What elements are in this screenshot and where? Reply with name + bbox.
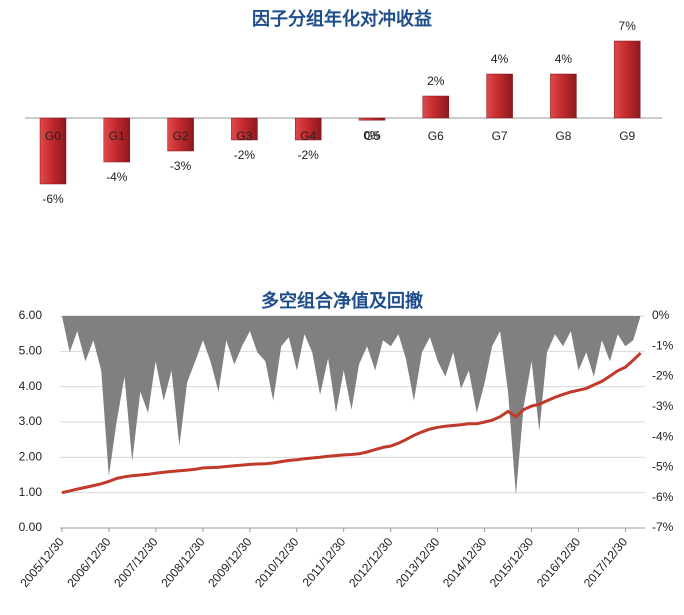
category-label: G7 bbox=[492, 129, 508, 143]
category-label: G2 bbox=[173, 129, 189, 143]
x-tick-label: 2012/12/30 bbox=[346, 535, 396, 590]
category-label: G5 bbox=[364, 129, 380, 143]
y-tick-label: 2.00 bbox=[19, 450, 43, 464]
bar bbox=[39, 117, 67, 185]
bar bbox=[167, 117, 194, 152]
value-label: -2% bbox=[234, 148, 256, 162]
x-tick-label: 2006/12/30 bbox=[64, 535, 114, 590]
bar bbox=[486, 73, 513, 119]
y2-tick-label: -3% bbox=[652, 399, 674, 413]
y-tick-label: 6.00 bbox=[19, 308, 43, 322]
y-tick-label: 3.00 bbox=[19, 414, 43, 428]
x-tick-label: 2011/12/30 bbox=[300, 535, 349, 590]
y-tick-label: 0.00 bbox=[19, 520, 43, 534]
y-tick-label: 5.00 bbox=[19, 344, 43, 358]
value-label: -6% bbox=[42, 192, 64, 206]
bar bbox=[358, 117, 386, 121]
y2-tick-label: -1% bbox=[652, 338, 674, 352]
bar bbox=[103, 117, 131, 163]
category-label: G1 bbox=[109, 129, 125, 143]
value-label: -2% bbox=[298, 148, 320, 162]
x-tick-label: 2016/12/30 bbox=[534, 535, 584, 590]
value-label: 4% bbox=[555, 52, 573, 66]
category-label: G0 bbox=[45, 129, 61, 143]
x-tick-label: 2010/12/30 bbox=[252, 535, 302, 590]
value-label: 4% bbox=[491, 52, 509, 66]
x-tick-label: 2015/12/30 bbox=[487, 535, 537, 590]
category-label: G6 bbox=[428, 129, 444, 143]
net-value-line bbox=[61, 352, 642, 495]
x-tick-label: 2013/12/30 bbox=[393, 535, 443, 590]
y-tick-label: 1.00 bbox=[19, 485, 43, 499]
value-label: -3% bbox=[170, 159, 192, 173]
x-tick-label: 2008/12/30 bbox=[158, 535, 208, 590]
y2-tick-label: -6% bbox=[652, 490, 674, 504]
category-label: G3 bbox=[236, 129, 252, 143]
bar bbox=[231, 117, 258, 141]
x-tick-label: 2017/12/30 bbox=[581, 535, 631, 590]
y2-tick-label: 0% bbox=[652, 308, 670, 322]
value-label: 2% bbox=[427, 74, 445, 88]
bar bbox=[422, 95, 450, 119]
x-tick-label: 2007/12/30 bbox=[111, 535, 161, 590]
x-tick-label: 2014/12/30 bbox=[440, 535, 490, 590]
x-tick-label: 2009/12/30 bbox=[205, 535, 255, 590]
bar bbox=[550, 73, 577, 119]
drawdown-area bbox=[62, 316, 641, 495]
y2-tick-label: -4% bbox=[652, 429, 674, 443]
y2-tick-label: -2% bbox=[652, 369, 674, 383]
value-label: -4% bbox=[106, 170, 128, 184]
value-label: 7% bbox=[619, 19, 637, 33]
bar bbox=[613, 40, 641, 119]
y2-tick-label: -5% bbox=[652, 460, 674, 474]
bar bbox=[294, 117, 322, 141]
chart-title: 因子分组年化对冲收益 bbox=[252, 8, 432, 29]
chart-title: 多空组合净值及回撤 bbox=[261, 290, 423, 311]
category-label: G4 bbox=[300, 129, 316, 143]
y-tick-label: 4.00 bbox=[19, 379, 43, 393]
x-tick-label: 2005/12/30 bbox=[17, 535, 67, 590]
y2-tick-label: -7% bbox=[652, 520, 674, 534]
value-label: 0% bbox=[363, 128, 381, 142]
category-label: G8 bbox=[555, 129, 571, 143]
category-label: G9 bbox=[619, 129, 635, 143]
